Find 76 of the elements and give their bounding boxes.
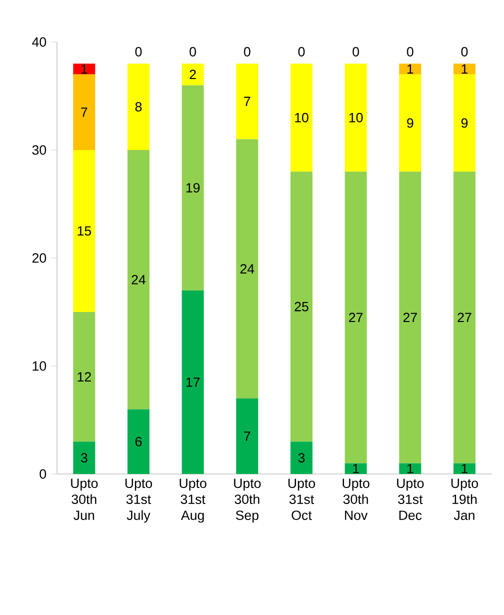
x-tick-label: Upto 30th Nov [342, 478, 370, 520]
data-label: 0 [298, 47, 305, 56]
x-tick-label: Upto 31st Aug [180, 478, 206, 523]
bar [182, 290, 204, 474]
data-label: 27 [458, 312, 472, 322]
bar [399, 172, 422, 464]
bar [344, 463, 367, 474]
data-label: 1 [353, 464, 359, 474]
bar [453, 74, 476, 172]
bar [399, 64, 422, 74]
bar [127, 64, 150, 150]
y-tick-label: 20 [32, 253, 46, 263]
data-label: 0 [135, 47, 142, 56]
y-tick-label: 30 [32, 145, 46, 155]
y-tick-label: 0 [40, 469, 46, 479]
data-label: 10 [295, 112, 308, 122]
data-label: 0 [406, 47, 414, 56]
data-label: 0 [461, 47, 468, 56]
bar [73, 150, 96, 312]
data-label: 24 [240, 264, 254, 274]
bar [236, 398, 258, 474]
bar [73, 74, 96, 150]
data-label: 24 [132, 274, 146, 284]
x-tick-label: Upto 30th Jun [71, 478, 98, 520]
data-label: 7 [81, 108, 88, 117]
data-label: 9 [461, 118, 468, 128]
data-label: 1 [407, 64, 414, 74]
bar [453, 64, 476, 74]
data-label: 3 [80, 453, 88, 463]
data-label: 8 [135, 102, 142, 112]
bar [73, 442, 96, 474]
data-label: 27 [403, 312, 417, 322]
bar [344, 172, 367, 464]
bar [127, 409, 150, 474]
bar [290, 442, 312, 474]
data-label: 0 [352, 47, 360, 56]
data-label: 7 [244, 96, 250, 106]
x-tick-label: Upto 31st July [125, 478, 152, 523]
bar [453, 463, 476, 474]
bar [453, 172, 476, 464]
data-label: 3 [298, 453, 305, 463]
data-label: 27 [349, 312, 363, 322]
data-label: 7 [244, 432, 250, 441]
data-label: 1 [81, 64, 88, 74]
bar [290, 64, 312, 172]
bar [73, 312, 96, 442]
data-label: 0 [190, 47, 196, 56]
data-label: 10 [349, 112, 363, 122]
data-label: 19 [186, 183, 200, 193]
data-label: 1 [462, 464, 468, 474]
data-label: 17 [186, 378, 200, 387]
bar [290, 172, 312, 442]
bar [127, 150, 150, 410]
bar [399, 74, 422, 172]
bar [182, 64, 204, 86]
x-tick-label: Upto 31st Dec [397, 478, 424, 520]
bar [399, 463, 422, 474]
data-label: 9 [407, 118, 414, 128]
y-tick-label: 40 [32, 37, 46, 47]
data-label: 15 [78, 226, 92, 236]
data-label: 25 [294, 302, 308, 312]
bar [236, 64, 258, 140]
data-label: 1 [407, 464, 414, 474]
data-label: 1 [462, 64, 468, 74]
data-label: 12 [78, 372, 91, 382]
x-tick-label: Upto 19th Jan [451, 478, 478, 520]
x-tick-label: Upto 30th Sep [234, 478, 261, 523]
bar [236, 139, 258, 398]
data-label: 6 [135, 436, 142, 446]
data-label: 0 [244, 47, 250, 56]
data-label: 2 [190, 70, 196, 80]
bar [344, 64, 367, 172]
bar [73, 64, 96, 74]
x-tick-label: Upto 31st Oct [288, 478, 316, 520]
bar [182, 85, 204, 290]
y-tick-label: 10 [32, 361, 46, 371]
